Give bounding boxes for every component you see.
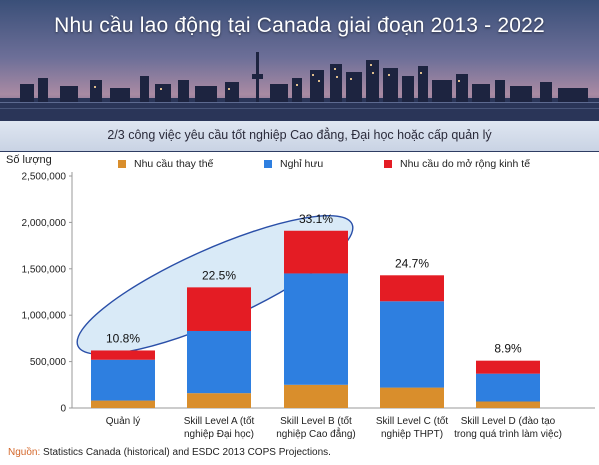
legend-label-expansion: Nhu cầu do mở rộng kinh tế [400, 158, 531, 170]
legend-label-retirement: Nghỉ hưu [280, 158, 324, 170]
legend-item-replacement: Nhu cầu thay thế [118, 158, 213, 170]
legend-item-retirement: Nghỉ hưu [264, 158, 323, 170]
subtitle: 2/3 công việc yêu cầu tốt nghiệp Cao đẳn… [107, 128, 492, 142]
y-tick-label: 2,000,000 [22, 218, 67, 229]
category-label: Skill Level D (đào tạo trong quá trình là… [454, 416, 562, 440]
y-tick-label: 0 [60, 404, 66, 415]
data-label: 22.5% [202, 268, 236, 282]
bar-retirement [91, 359, 155, 401]
data-label: 24.7% [395, 256, 429, 270]
bar-replacement [380, 387, 444, 408]
bar-expansion [91, 350, 155, 360]
y-axis-label: Số lượng [6, 154, 52, 166]
bar-retirement [380, 301, 444, 388]
legend-swatch-retirement [264, 160, 272, 168]
category-label: Skill Level C (tốt nghiệp THPT) [376, 415, 448, 440]
category-label: Quản lý [106, 416, 140, 427]
data-label: 10.8% [106, 331, 140, 345]
bar-expansion [380, 275, 444, 302]
bar-replacement [187, 393, 251, 408]
bar-retirement [284, 273, 348, 385]
y-tick-label: 1,000,000 [22, 311, 67, 322]
bar-retirement [187, 330, 251, 394]
bar-expansion [476, 360, 540, 374]
source-note: Nguồn: Statistics Canada (historical) an… [8, 447, 331, 458]
y-tick-label: 1,500,000 [22, 264, 67, 275]
legend-item-expansion: Nhu cầu do mở rộng kinh tế [384, 158, 530, 170]
page-title: Nhu cầu lao động tại Canada giai đoạn 20… [54, 14, 545, 37]
bar-replacement [476, 401, 540, 408]
y-tick-label: 500,000 [30, 357, 67, 368]
category-label: Skill Level A (tốt nghiệp Đại học) [184, 415, 255, 440]
data-label: 33.1% [299, 212, 333, 226]
bar-expansion [187, 287, 251, 331]
data-label: 8.9% [494, 342, 522, 356]
y-tick-label: 2,500,000 [22, 172, 67, 183]
legend-swatch-expansion [384, 160, 392, 168]
bar-expansion [284, 230, 348, 274]
category-label: Skill Level B (tốt nghiệp Cao đẳng) [276, 415, 356, 440]
city-skyline-image [0, 52, 599, 122]
bar-replacement [91, 400, 155, 408]
legend-label-replacement: Nhu cầu thay thế [134, 158, 214, 170]
source-label: Nguồn: [8, 447, 41, 458]
bar-retirement [476, 373, 540, 402]
bar-replacement [284, 384, 348, 408]
legend-swatch-replacement [118, 160, 126, 168]
source-text: Statistics Canada (historical) and ESDC … [43, 447, 331, 458]
subtitle-bar [0, 121, 599, 151]
